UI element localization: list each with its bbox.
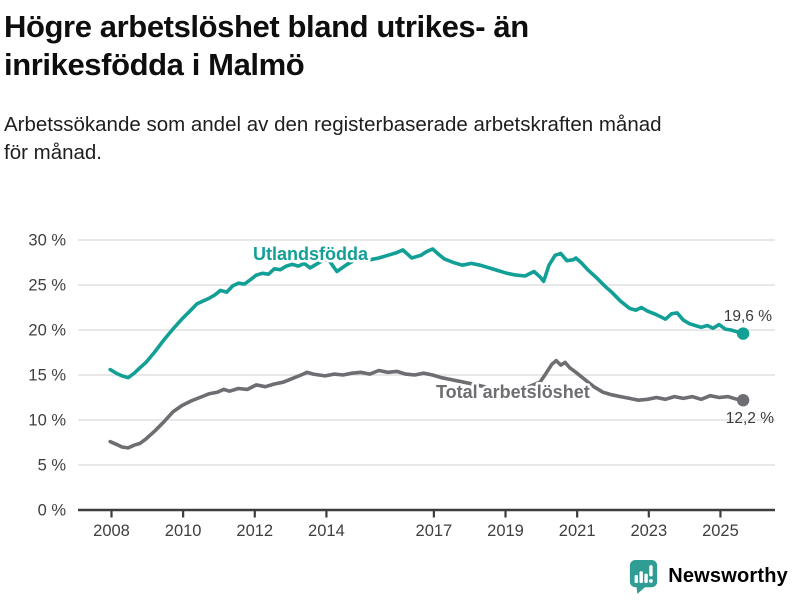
- title-line-2: inrikesfödda i Malmö: [4, 47, 305, 82]
- subtitle-line-2: för månad.: [4, 141, 102, 164]
- series-end-dot-total: [736, 394, 750, 407]
- newsworthy-logo: Newsworthy: [628, 558, 788, 594]
- series-layer: [108, 247, 750, 450]
- grid-layer: 0 % 5 % 10 % 15 % 20 % 25 % 30 % 2008 2010 2012 20…: [28, 232, 775, 540]
- y-tick-label: 0 %: [38, 502, 67, 520]
- x-tick-label: 2010: [165, 522, 202, 540]
- y-tick-label: 30 %: [28, 232, 66, 250]
- x-tick-label: 2019: [487, 522, 524, 540]
- x-tick-label: 2017: [416, 522, 453, 540]
- page-title: Högre arbetslöshet bland utrikes- än inr…: [4, 8, 796, 84]
- newsworthy-logo-icon: [630, 560, 658, 594]
- x-tick-label: 2023: [630, 522, 667, 540]
- y-tick-label: 10 %: [28, 412, 66, 430]
- subtitle-line-1: Arbetssökande som andel av den registerb…: [4, 113, 662, 136]
- value-label-utlandsfodda: 19,6 %: [724, 308, 772, 325]
- x-tick-label: 2014: [308, 522, 345, 540]
- x-tick-label: 2025: [702, 522, 739, 540]
- y-tick-label: 5 %: [38, 457, 67, 475]
- chart-subtitle: Arbetssökande som andel av den registerb…: [4, 111, 796, 167]
- newsworthy-logo-text: Newsworthy: [668, 564, 788, 587]
- x-tick-label: 2021: [559, 522, 596, 540]
- series-line-total: [108, 358, 745, 450]
- series-label-total-arbetsloshet: Total arbetslöshet: [436, 382, 590, 402]
- value-label-total-arbetsloshet: 12,2 %: [726, 410, 774, 427]
- x-tick-label: 2008: [93, 522, 130, 540]
- y-tick-label: 25 %: [28, 277, 66, 295]
- series-end-dot-utlandsfodda: [736, 327, 750, 340]
- y-tick-label: 15 %: [28, 367, 66, 385]
- x-tick-label: 2012: [236, 522, 273, 540]
- series-label-utlandsfodda: Utlandsfödda: [253, 244, 369, 264]
- chart-header: Högre arbetslöshet bland utrikes- än inr…: [4, 8, 796, 167]
- y-tick-label: 20 %: [28, 322, 66, 340]
- series-line-utlandsfodda: [108, 247, 745, 380]
- title-line-1: Högre arbetslöshet bland utrikes- än: [4, 9, 529, 44]
